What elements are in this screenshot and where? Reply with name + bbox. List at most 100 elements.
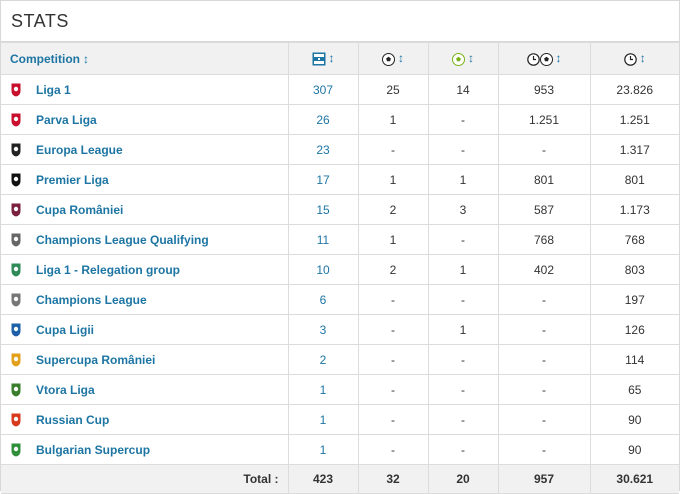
competition-column-header[interactable]: Competition ↕ bbox=[1, 42, 289, 75]
minutes-per-goal-cell: - bbox=[497, 134, 591, 165]
competition-link[interactable]: Bulgarian Supercup bbox=[36, 442, 151, 457]
assists-cell: - bbox=[427, 434, 499, 465]
competition-cell: Cupa României bbox=[1, 194, 289, 225]
minutes-per-goal-cell: - bbox=[497, 434, 591, 465]
appearances-icon bbox=[312, 52, 325, 66]
appearances-cell[interactable]: 307 bbox=[287, 74, 359, 105]
minutes-played-cell: 1.173 bbox=[589, 194, 679, 225]
minutes-per-goal-cell: 768 bbox=[497, 224, 591, 255]
competition-link[interactable]: Liga 1 - Relegation group bbox=[36, 262, 181, 277]
competition-cell: Supercupa României bbox=[1, 344, 289, 375]
competition-cell: Vtora Liga bbox=[1, 374, 289, 405]
minutes-per-goal-cell: 402 bbox=[497, 254, 591, 285]
cupa-romaniei-logo-icon bbox=[8, 202, 24, 218]
total-assists: 20 bbox=[427, 464, 499, 494]
goals-cell: - bbox=[357, 344, 429, 375]
minutes-played-cell: 90 bbox=[589, 404, 679, 435]
competition-link[interactable]: Champions League Qualifying bbox=[36, 232, 209, 247]
europa-league-logo-icon bbox=[8, 142, 24, 158]
goals-cell: - bbox=[357, 374, 429, 405]
table-row: Supercupa României 2- - -114 bbox=[1, 344, 679, 375]
appearances-cell[interactable]: 1 bbox=[287, 404, 359, 435]
competition-link[interactable]: Vtora Liga bbox=[36, 382, 95, 397]
goals-cell: 2 bbox=[357, 254, 429, 285]
totals-row: Total : 423 32 20 957 30.621 bbox=[1, 464, 679, 494]
competition-link[interactable]: Supercupa României bbox=[36, 352, 156, 367]
total-minutes-played: 30.621 bbox=[589, 464, 679, 494]
assists-cell: - bbox=[427, 284, 499, 315]
minutes-per-goal-cell: 953 bbox=[497, 74, 591, 105]
competition-link[interactable]: Russian Cup bbox=[36, 412, 110, 427]
competition-cell: Champions League bbox=[1, 284, 289, 315]
appearances-cell[interactable]: 23 bbox=[287, 134, 359, 165]
total-minutes-per-goal: 957 bbox=[497, 464, 591, 494]
parva-liga-logo-icon bbox=[8, 112, 24, 128]
competition-link[interactable]: Premier Liga bbox=[36, 172, 109, 187]
competition-header-label: Competition bbox=[10, 51, 80, 66]
minutes-played-cell: 803 bbox=[589, 254, 679, 285]
appearances-cell[interactable]: 1 bbox=[287, 374, 359, 405]
competition-link[interactable]: Liga 1 bbox=[36, 82, 71, 97]
table-row: Cupa României 15 2 3 587 1.173 bbox=[1, 194, 679, 225]
table-row: Parva Liga 26 1-1.251 1.251 bbox=[1, 104, 679, 135]
appearances-cell[interactable]: 26 bbox=[287, 104, 359, 135]
assists-column-header[interactable]: ↕ bbox=[427, 42, 499, 75]
goals-cell: - bbox=[357, 404, 429, 435]
assists-cell: - bbox=[427, 104, 499, 135]
appearances-cell[interactable]: 1 bbox=[287, 434, 359, 465]
minutes-played-cell: 114 bbox=[589, 344, 679, 375]
appearances-cell[interactable]: 6 bbox=[287, 284, 359, 315]
assists-cell: 1 bbox=[427, 164, 499, 195]
minutes-per-goal-cell: - bbox=[497, 374, 591, 405]
goals-icon bbox=[382, 52, 395, 66]
goals-cell: 2 bbox=[357, 194, 429, 225]
competition-link[interactable]: Europa League bbox=[36, 142, 123, 157]
competition-link[interactable]: Champions League bbox=[36, 292, 147, 307]
assists-icon bbox=[452, 52, 465, 66]
liga-1-relegation-logo-icon bbox=[8, 262, 24, 278]
minutes-per-goal-cell: - bbox=[497, 344, 591, 375]
minutes-per-goal-cell: 801 bbox=[497, 164, 591, 195]
goals-column-header[interactable]: ↕ bbox=[357, 42, 429, 75]
appearances-cell[interactable]: 10 bbox=[287, 254, 359, 285]
appearances-cell[interactable]: 3 bbox=[287, 314, 359, 345]
competition-link[interactable]: Cupa Ligii bbox=[36, 322, 94, 337]
table-row: Russian Cup 1- - -90 bbox=[1, 404, 679, 435]
minutes-played-cell: 197 bbox=[589, 284, 679, 315]
panel-title: STATS bbox=[1, 1, 679, 42]
minutes-played-icon bbox=[623, 52, 637, 66]
minutes-per-goal-cell: - bbox=[497, 404, 591, 435]
appearances-column-header[interactable]: ↕ bbox=[287, 42, 359, 75]
minutes-per-goal-cell: - bbox=[497, 314, 591, 345]
competition-cell: Champions League Qualifying bbox=[1, 224, 289, 255]
competition-link[interactable]: Cupa României bbox=[36, 202, 124, 217]
table-row: Champions League 6- - -197 bbox=[1, 284, 679, 315]
champions-league-qualifying-logo-icon bbox=[8, 232, 24, 248]
minutes-played-cell: 90 bbox=[589, 434, 679, 465]
competition-cell: Cupa Ligii bbox=[1, 314, 289, 345]
sort-icon: ↕ bbox=[555, 51, 562, 66]
assists-cell: 3 bbox=[427, 194, 499, 225]
minutes-played-cell: 126 bbox=[589, 314, 679, 345]
minutes-per-goal-column-header[interactable]: ↕ bbox=[497, 42, 591, 75]
bulgarian-supercup-logo-icon bbox=[8, 442, 24, 458]
appearances-cell[interactable]: 2 bbox=[287, 344, 359, 375]
liga-1-logo-icon bbox=[8, 82, 24, 98]
table-row: Cupa Ligii 3-1-126 bbox=[1, 314, 679, 345]
appearances-cell[interactable]: 15 bbox=[287, 194, 359, 225]
appearances-cell[interactable]: 17 bbox=[287, 164, 359, 195]
table-row: Europa League 23- - -1.317 bbox=[1, 134, 679, 165]
goals-cell: - bbox=[357, 434, 429, 465]
sort-icon: ↕ bbox=[639, 51, 646, 66]
premier-liga-logo-icon bbox=[8, 172, 24, 188]
appearances-cell[interactable]: 11 bbox=[287, 224, 359, 255]
sort-icon: ↕ bbox=[328, 51, 335, 66]
minutes-played-cell: 801 bbox=[589, 164, 679, 195]
champions-league-logo-icon bbox=[8, 292, 24, 308]
minutes-played-column-header[interactable]: ↕ bbox=[589, 42, 679, 75]
minutes-per-goal-cell: - bbox=[497, 284, 591, 315]
competition-cell: Europa League bbox=[1, 134, 289, 165]
competition-link[interactable]: Parva Liga bbox=[36, 112, 97, 127]
total-appearances: 423 bbox=[287, 464, 359, 494]
